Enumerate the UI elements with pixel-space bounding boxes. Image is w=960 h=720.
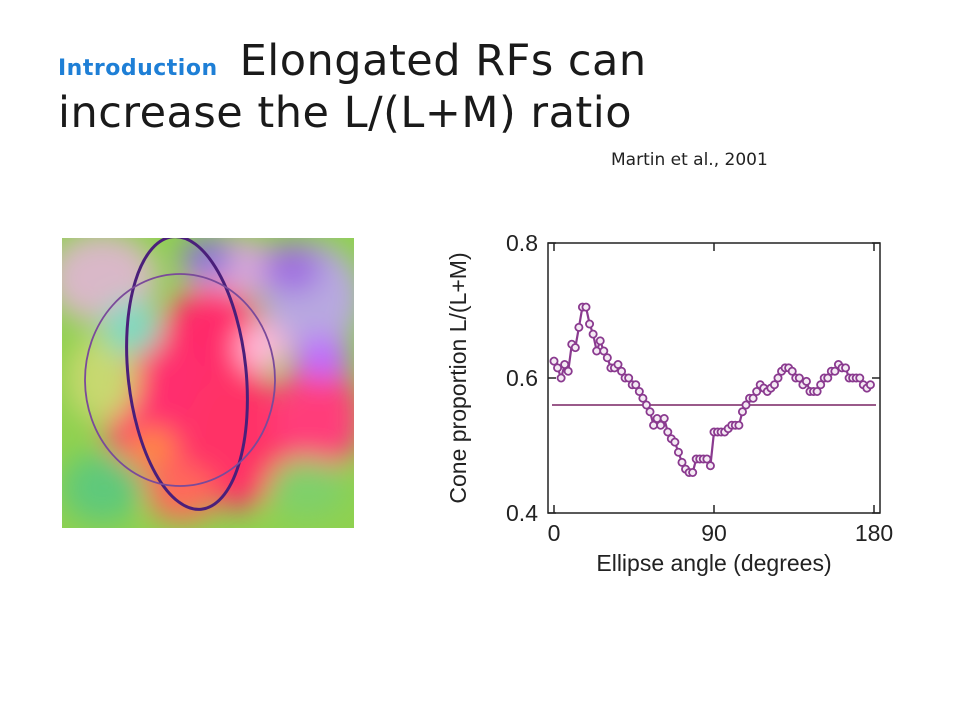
ticks-layer (548, 242, 880, 514)
data-point (563, 366, 573, 376)
data-point (617, 366, 627, 376)
x-axis-label: Ellipse angle (degrees) (596, 550, 831, 576)
data-point (801, 376, 811, 386)
data-point (737, 407, 747, 417)
data-point (556, 373, 566, 383)
data-point (702, 454, 712, 464)
data-point (670, 437, 680, 447)
data-point (794, 373, 804, 383)
data-point (769, 380, 779, 390)
section-label: Introduction (58, 56, 218, 81)
data-point (631, 380, 641, 390)
data-point (570, 343, 580, 353)
data-point (645, 407, 655, 417)
y-tick-label: 0.4 (506, 500, 538, 526)
data-point (560, 359, 570, 369)
data-point (812, 386, 822, 396)
title-line-1: Introduction Elongated RFs can (58, 36, 918, 86)
data-point (602, 353, 612, 363)
data-point (599, 346, 609, 356)
x-tick-label: 180 (855, 520, 893, 546)
data-point (855, 373, 865, 383)
data-point (748, 393, 758, 403)
data-point (841, 363, 851, 373)
series-line (553, 305, 872, 474)
data-point (592, 346, 602, 356)
data-point (752, 386, 762, 396)
receptive-field-map (62, 238, 354, 528)
data-point (705, 461, 715, 471)
data-point (638, 393, 648, 403)
title-text-1: Elongated RFs can (239, 36, 647, 86)
y-tick-label: 0.8 (506, 230, 538, 256)
data-point (585, 319, 595, 329)
data-point (613, 359, 623, 369)
data-point (656, 420, 666, 430)
data-point (741, 400, 751, 410)
data-point (581, 302, 591, 312)
data-point (787, 366, 797, 376)
data-point (734, 420, 744, 430)
data-point (688, 467, 698, 477)
receptive-field-image (62, 238, 354, 528)
data-point (673, 447, 683, 457)
data-point (677, 457, 687, 467)
data-point (823, 373, 833, 383)
x-tick-label: 90 (701, 520, 727, 546)
data-point (595, 336, 605, 346)
citation: Martin et al., 2001 (611, 150, 768, 170)
slide-title: Introduction Elongated RFs can increase t… (58, 36, 918, 140)
data-point (634, 386, 644, 396)
data-point (663, 427, 673, 437)
data-point (830, 366, 840, 376)
data-point (865, 380, 875, 390)
data-point (773, 373, 783, 383)
tick-labels-layer: 0 90 180 0.4 0.6 0.8 (506, 230, 893, 546)
data-point (588, 329, 598, 339)
data-point (624, 373, 634, 383)
data-point (816, 380, 826, 390)
title-line-2: increase the L/(L+M) ratio (58, 88, 633, 138)
data-point (549, 356, 559, 366)
cone-proportion-chart: 0 90 180 0.4 0.6 0.8 Ellipse angle (degrees) … (430, 215, 900, 585)
data-point (659, 413, 669, 423)
points-layer (549, 302, 875, 477)
data-point (641, 400, 651, 410)
y-axis-label: Cone proportion L/(L+M) (445, 252, 471, 503)
data-point (553, 363, 563, 373)
y-tick-label: 0.6 (506, 365, 538, 391)
data-point (574, 322, 584, 332)
x-tick-label: 0 (548, 520, 561, 546)
